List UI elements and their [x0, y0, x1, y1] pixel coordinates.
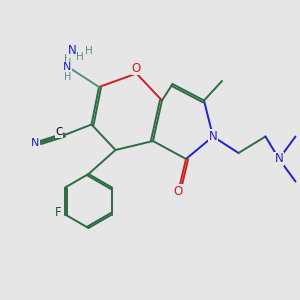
Text: F: F [55, 206, 62, 220]
Text: N: N [31, 137, 39, 148]
Text: H: H [64, 71, 71, 82]
Text: H: H [85, 46, 92, 56]
Text: H: H [64, 54, 71, 64]
Text: O: O [132, 61, 141, 75]
Text: C: C [56, 127, 63, 137]
Text: H: H [76, 52, 83, 62]
Text: N: N [63, 62, 72, 73]
Text: N: N [274, 152, 284, 166]
Text: N: N [68, 44, 76, 58]
Text: O: O [174, 184, 183, 198]
Text: N: N [208, 130, 217, 143]
